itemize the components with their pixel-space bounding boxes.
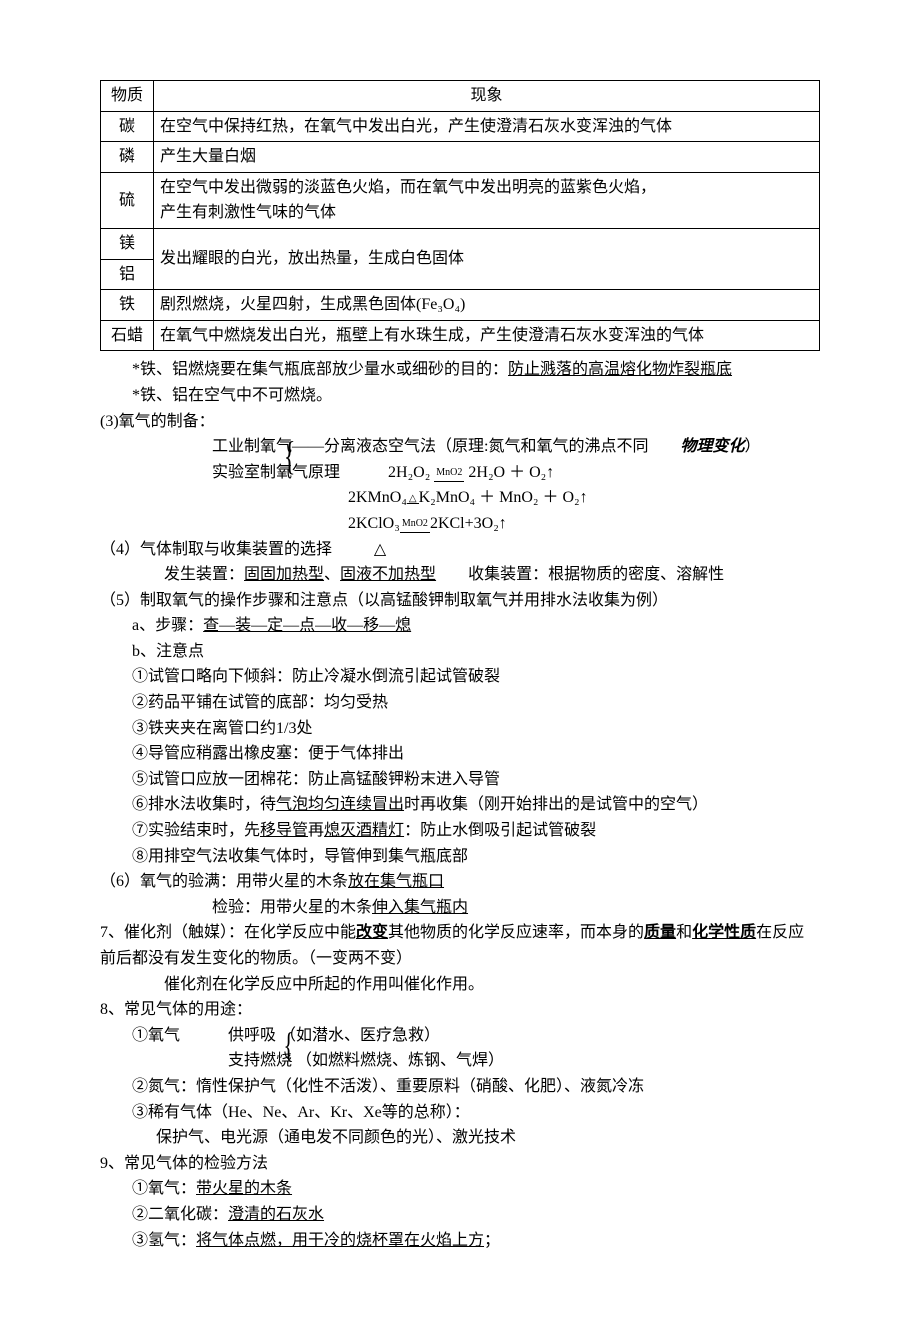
s5-b: b、注意点 — [100, 639, 820, 665]
cell-sulfur: 硫 — [101, 172, 154, 228]
s5-i1: ①试管口略向下倾斜：防止冷凝水倒流引起试管破裂 — [100, 664, 820, 690]
s9-i1: ①氧气：带火星的木条 — [100, 1176, 820, 1202]
table-row: 碳 在空气中保持红热，在氧气中发出白光，产生使澄清石灰水变浑浊的气体 — [101, 111, 820, 142]
s9-title: 9、常见气体的检验方法 — [100, 1151, 820, 1177]
cell-fe-p: 剧烈燃烧，火星四射，生成黑色固体(Fe₃O₄) — [154, 290, 820, 321]
cell-mg: 镁 — [101, 228, 154, 259]
table-header: 物质 现象 — [101, 81, 820, 112]
s8-i2: ②氮气：惰性保护气（化性不活泼）、重要原料（硝酸、化肥）、液氮冷冻 — [100, 1074, 820, 1100]
s7-line2: 催化剂在化学反应中所起的作用叫催化作用。 — [100, 972, 820, 998]
s3-line2: 实验室制氧气原理2H₂O₂ MnO2 2H₂O ＋ O₂↑ — [100, 460, 820, 486]
s9-i3: ③氢气：将气体点燃，用干冷的烧杯罩在火焰上方； — [100, 1228, 820, 1254]
s5-a: a、步骤：查—装—定—点—收—移—熄 — [100, 613, 820, 639]
s8-title: 8、常见气体的用途： — [100, 997, 820, 1023]
s9-i2: ②二氧化碳：澄清的石灰水 — [100, 1202, 820, 1228]
cell-sulfur-p: 在空气中发出微弱的淡蓝色火焰，而在氧气中发出明亮的蓝紫色火焰， 产生有刺激性气味… — [154, 172, 820, 228]
note-2: *铁、铝在空气中不可燃烧。 — [100, 383, 820, 409]
table-row: 铁 剧烈燃烧，火星四射，生成黑色固体(Fe₃O₄) — [101, 290, 820, 321]
cell-phos-p: 产生大量白烟 — [154, 142, 820, 173]
cell-carbon: 碳 — [101, 111, 154, 142]
s8-i3: ③稀有气体（He、Ne、Ar、Kr、Xe等的总称）： — [100, 1100, 820, 1126]
s5-i6: ⑥排水法收集时，待气泡均匀连续冒出时再收集（刚开始排出的是试管中的空气） — [100, 792, 820, 818]
brace-icon: { — [284, 436, 296, 476]
s6-line2: 检验：用带火星的木条伸入集气瓶内 — [100, 895, 820, 921]
s5-i4: ④导管应稍露出橡皮塞：便于气体排出 — [100, 741, 820, 767]
header-substance: 物质 — [101, 81, 154, 112]
s8-o1-line2: 支持燃烧 （如燃料燃烧、炼钢、气焊） — [100, 1048, 820, 1074]
s5-i5: ⑤试管口应放一团棉花：防止高锰酸钾粉末进入导管 — [100, 767, 820, 793]
s5-title: （5）制取氧气的操作步骤和注意点（以高锰酸钾制取氧气并用排水法收集为例） — [100, 588, 820, 614]
cell-fe: 铁 — [101, 290, 154, 321]
cell-carbon-p: 在空气中保持红热，在氧气中发出白光，产生使澄清石灰水变浑浊的气体 — [154, 111, 820, 142]
s5-i8: ⑧用排空气法收集气体时，导管伸到集气瓶底部 — [100, 844, 820, 870]
s8-o1-line1: ①氧气{供呼吸 （如潜水、医疗急救） — [100, 1023, 820, 1049]
brace-icon: { — [283, 1027, 293, 1063]
s3-eq2: 2KMnO₄ △ K₂MnO₄ ＋ MnO₂ ＋ O₂↑ — [100, 485, 820, 511]
cell-wax-p: 在氧气中燃烧发出白光，瓶壁上有水珠生成，产生使澄清石灰水变浑浊的气体 — [154, 320, 820, 351]
s7-line1: 7、催化剂（触媒）：在化学反应中能改变其他物质的化学反应速率，而本身的质量和化学… — [100, 920, 820, 971]
table-row: 硫 在空气中发出微弱的淡蓝色火焰，而在氧气中发出明亮的蓝紫色火焰， 产生有刺激性… — [101, 172, 820, 228]
cell-wax: 石蜡 — [101, 320, 154, 351]
cell-mg-al-p: 发出耀眼的白光，放出热量，生成白色固体 — [154, 228, 820, 289]
s5-i7: ⑦实验结束时，先移导管再熄灭酒精灯：防止水倒吸引起试管破裂 — [100, 818, 820, 844]
phenomena-table: 物质 现象 碳 在空气中保持红热，在氧气中发出白光，产生使澄清石灰水变浑浊的气体… — [100, 80, 820, 351]
section-3-title: (3)氧气的制备： — [100, 409, 820, 435]
s4-line1: 发生装置：固固加热型、固液不加热型收集装置：根据物质的密度、溶解性 — [100, 562, 820, 588]
s4-title-line: （4）气体制取与收集装置的选择△ — [100, 537, 820, 563]
table-row: 镁 发出耀眼的白光，放出热量，生成白色固体 — [101, 228, 820, 259]
header-phenomenon: 现象 — [154, 81, 820, 112]
s3-line1: 工业制氧气——分离液态空气法（原理:氮气和氧气的沸点不同物理变化） — [100, 434, 820, 460]
s5-i3: ③铁夹夹在离管口约1/3处 — [100, 716, 820, 742]
table-row: 石蜡 在氧气中燃烧发出白光，瓶壁上有水珠生成，产生使澄清石灰水变浑浊的气体 — [101, 320, 820, 351]
cell-phos: 磷 — [101, 142, 154, 173]
section-3-brace: { 工业制氧气——分离液态空气法（原理:氮气和氧气的沸点不同物理变化） 实验室制… — [100, 434, 820, 485]
s8-oxygen: ①氧气{供呼吸 （如潜水、医疗急救） 支持燃烧 （如燃料燃烧、炼钢、气焊） — [100, 1023, 820, 1074]
cell-al: 铝 — [101, 259, 154, 290]
s5-i2: ②药品平铺在试管的底部：均匀受热 — [100, 690, 820, 716]
s8-i3b: 保护气、电光源（通电发不同颜色的光）、激光技术 — [100, 1125, 820, 1151]
s3-eq3: 2KClO₃MnO22KCl+3O₂↑ — [100, 511, 820, 537]
table-row: 磷 产生大量白烟 — [101, 142, 820, 173]
note-1: *铁、铝燃烧要在集气瓶底部放少量水或细砂的目的：防止溅落的高温熔化物炸裂瓶底 — [100, 357, 820, 383]
s6-line1: （6）氧气的验满：用带火星的木条放在集气瓶口 — [100, 869, 820, 895]
